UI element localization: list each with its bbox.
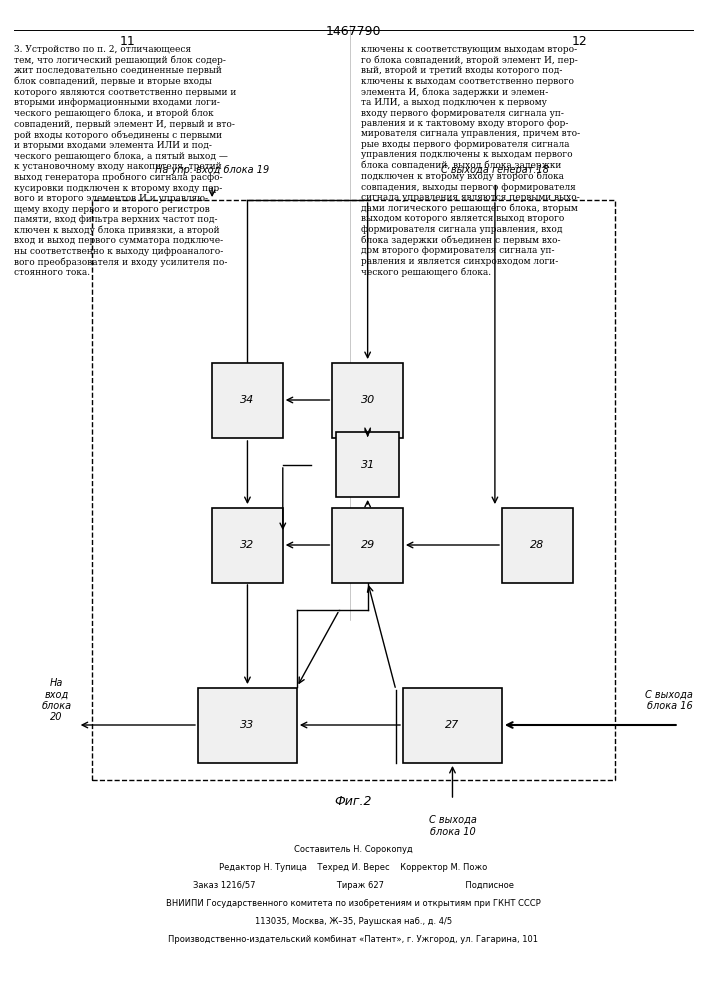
Bar (198, 688, 297, 762)
Text: Производственно-издательский комбинат «Патент», г. Ужгород, ул. Гагарина, 101: Производственно-издательский комбинат «П… (168, 935, 539, 944)
Text: 12: 12 (572, 35, 588, 48)
Bar (336, 432, 399, 497)
Text: 30: 30 (361, 395, 375, 405)
Bar (212, 507, 283, 582)
Text: 28: 28 (530, 540, 544, 550)
Text: 32: 32 (240, 540, 255, 550)
Text: 29: 29 (361, 540, 375, 550)
Text: С выхода
блока 16: С выхода блока 16 (645, 689, 693, 711)
Text: 33: 33 (240, 720, 255, 730)
Text: С выхода
блока 10: С выхода блока 10 (428, 815, 477, 837)
Text: Редактор Н. Тупица    Техред И. Верес    Корректор М. Пожо: Редактор Н. Тупица Техред И. Верес Корре… (219, 863, 488, 872)
Bar (332, 362, 403, 438)
Text: Составитель Н. Сорокопуд: Составитель Н. Сорокопуд (294, 845, 413, 854)
Bar (92, 200, 615, 780)
Text: ключены к соответствующим выходам второ-
го блока совпадений, второй элемент И, : ключены к соответствующим выходам второ-… (361, 45, 580, 277)
Text: 11: 11 (119, 35, 135, 48)
Bar (502, 507, 573, 582)
Text: 27: 27 (445, 720, 460, 730)
Text: На
вход
блока
20: На вход блока 20 (42, 678, 71, 722)
Bar (332, 507, 403, 582)
Text: 1467790: 1467790 (326, 25, 381, 38)
Text: 31: 31 (361, 460, 375, 470)
Text: 3. Устройство по п. 2, отличающееся
тем, что логический решающий блок содер-
жит: 3. Устройство по п. 2, отличающееся тем,… (14, 45, 237, 277)
Bar (403, 688, 502, 762)
Text: На упр. вход блока 19: На упр. вход блока 19 (155, 165, 269, 175)
Text: 113035, Москва, Ж–35, Раушская наб., д. 4/5: 113035, Москва, Ж–35, Раушская наб., д. … (255, 917, 452, 926)
Text: ВНИИПИ Государственного комитета по изобретениям и открытиям при ГКНТ СССР: ВНИИПИ Государственного комитета по изоб… (166, 899, 541, 908)
Bar (212, 362, 283, 438)
Text: С выхода генерат.18: С выхода генерат.18 (441, 165, 549, 175)
Text: Заказ 1216/57                               Тираж 627                           : Заказ 1216/57 Тираж 627 (193, 881, 514, 890)
Text: Фиг.2: Фиг.2 (334, 795, 373, 808)
Text: 34: 34 (240, 395, 255, 405)
